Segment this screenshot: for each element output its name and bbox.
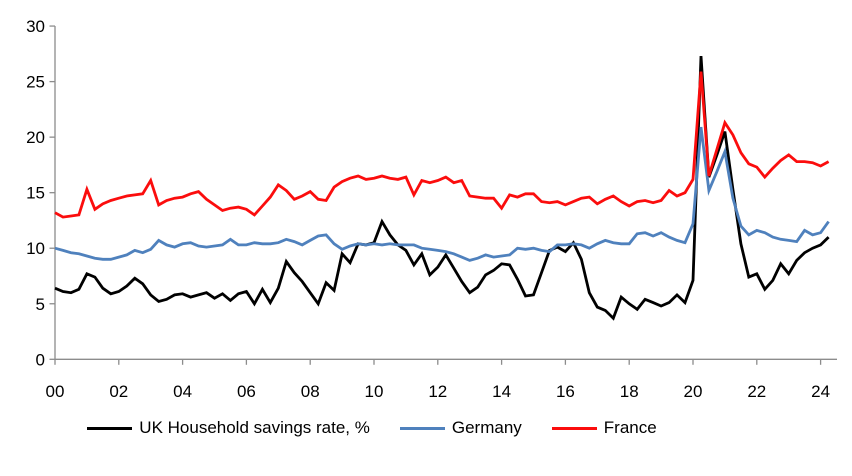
- y-axis-tick-label: 30: [26, 17, 45, 36]
- series-line-uk-household-savings-rate: [54, 56, 830, 321]
- legend-label: Germany: [451, 418, 522, 437]
- x-axis-tick-label: 24: [811, 382, 830, 401]
- x-axis-tick-label: 06: [237, 382, 256, 401]
- x-axis-tick-label: 02: [109, 382, 128, 401]
- x-axis-tick-label: 04: [173, 382, 192, 401]
- legend-item-1: Germany: [399, 418, 522, 438]
- x-axis-tick-label: 20: [684, 382, 703, 401]
- legend-label: UK Household savings rate, %: [139, 418, 370, 437]
- y-axis-tick-label: 25: [26, 73, 45, 92]
- y-axis-tick-label: 0: [36, 350, 45, 369]
- series-line-france: [54, 71, 830, 219]
- x-axis-tick-label: 14: [492, 382, 511, 401]
- series-line-germany: [54, 126, 830, 262]
- legend-line-sample: [87, 426, 133, 430]
- y-axis-tick-label: 20: [26, 128, 45, 147]
- legend-item-2: France: [551, 418, 657, 438]
- x-axis-tick-label: 00: [46, 382, 65, 401]
- legend-label: France: [603, 418, 657, 437]
- chart-legend: UK Household savings rate, % Germany Franc…: [0, 418, 798, 438]
- x-axis-tick-label: 22: [747, 382, 766, 401]
- x-axis-tick-label: 18: [620, 382, 639, 401]
- y-axis-tick-label: 15: [26, 184, 45, 203]
- legend-item-0: UK Household savings rate, %: [87, 418, 370, 438]
- x-axis-tick-label: 10: [365, 382, 384, 401]
- legend-line-sample: [399, 426, 445, 430]
- line-chart-canvas: 0 5 10 15 20 25 30 00 02 04 06 08 10 12 14 16 18 20 22 24: [26, 17, 837, 401]
- x-axis-tick-label: 12: [428, 382, 447, 401]
- x-axis-tick-label: 16: [556, 382, 575, 401]
- legend-line-sample: [551, 426, 597, 430]
- y-axis-tick-label: 5: [36, 295, 45, 314]
- x-axis-tick-label: 08: [301, 382, 320, 401]
- y-axis-tick-label: 10: [26, 239, 45, 258]
